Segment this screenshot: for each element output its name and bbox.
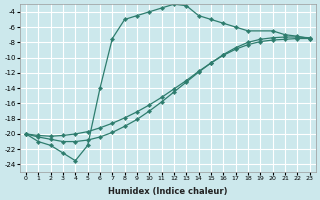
X-axis label: Humidex (Indice chaleur): Humidex (Indice chaleur) <box>108 187 228 196</box>
